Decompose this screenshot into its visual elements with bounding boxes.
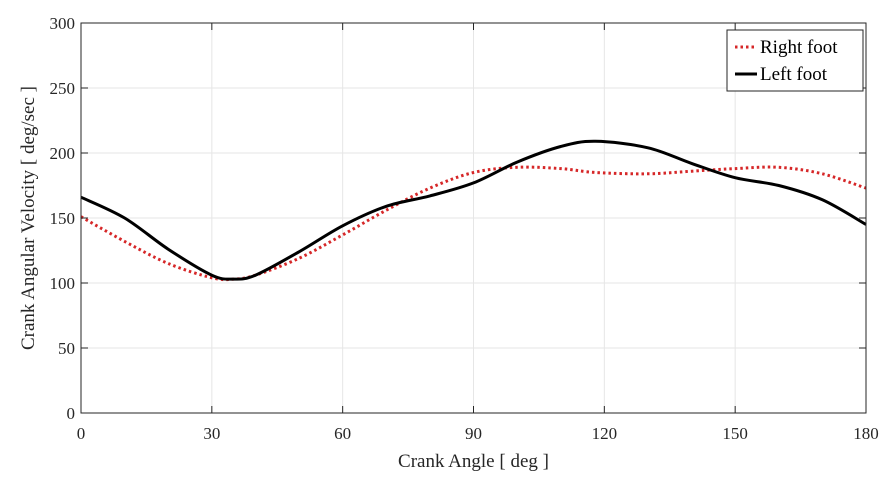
legend: Right foot Left foot — [726, 29, 864, 92]
legend-label-right-foot: Right foot — [760, 37, 838, 58]
y-tick-label: 0 — [67, 404, 76, 423]
y-tick-label: 200 — [50, 144, 76, 163]
x-tick-label: 150 — [722, 424, 748, 443]
x-tick-label: 60 — [334, 424, 351, 443]
y-tick-label: 150 — [50, 209, 76, 228]
series-layer — [80, 139, 867, 282]
x-tick-label: 30 — [203, 424, 220, 443]
x-tick-label: 120 — [592, 424, 618, 443]
x-tick-label: 90 — [465, 424, 482, 443]
series-line-right-foot — [80, 165, 867, 282]
axis-ticks: 0 30 60 90 120 150 180 0 50 100 150 200 250 300 — [50, 14, 879, 443]
y-axis-label: Crank Angular Velocity [ deg/sec ] — [18, 86, 39, 350]
y-tick-label: 100 — [50, 274, 76, 293]
y-tick-label: 300 — [50, 14, 76, 33]
x-tick-label: 0 — [77, 424, 86, 443]
legend-box — [726, 29, 864, 92]
y-tick-label: 250 — [50, 79, 76, 98]
y-tick-label: 50 — [58, 339, 75, 358]
x-tick-label: 180 — [853, 424, 879, 443]
series-line-left-foot — [80, 139, 867, 281]
x-axis-label: Crank Angle [ deg ] — [398, 451, 549, 472]
legend-label-left-foot: Left foot — [760, 64, 828, 85]
